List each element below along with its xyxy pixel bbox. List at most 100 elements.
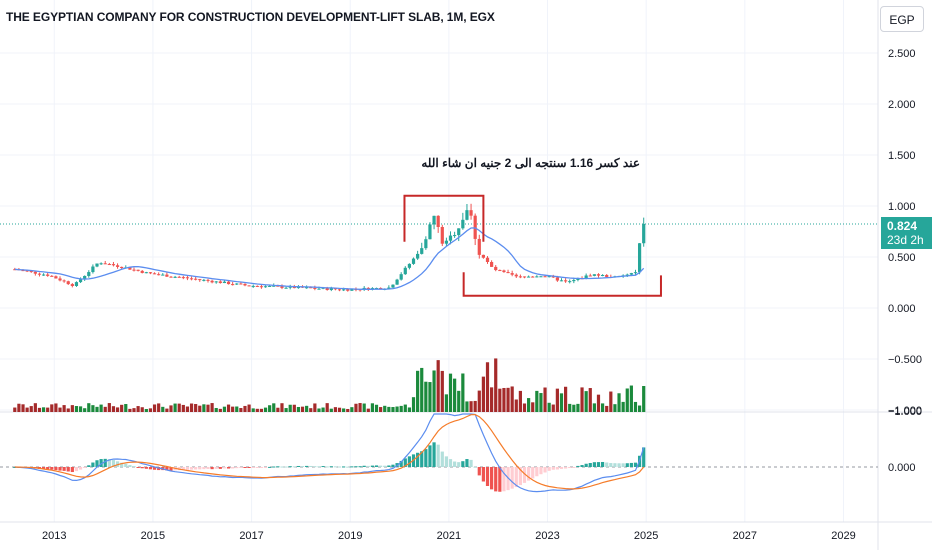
volume-bar (477, 390, 481, 412)
macd-histogram-bar (580, 465, 584, 467)
macd-histogram-bar (333, 466, 338, 468)
candle-body (103, 263, 107, 265)
volume-bar (473, 400, 477, 412)
trend-drawings[interactable] (403, 194, 662, 297)
candle-body (399, 274, 403, 280)
candle-body (272, 285, 276, 287)
volume-bar (502, 387, 506, 412)
macd-histogram-bar (280, 466, 284, 468)
volume-bar (379, 407, 383, 412)
volume-bar (633, 401, 638, 412)
macd-histogram-bar (206, 467, 210, 470)
candle-body (564, 280, 568, 282)
candle-body (214, 281, 218, 283)
price-tick-label: 1.500 (888, 150, 916, 162)
macd-histogram-bar (374, 465, 379, 467)
currency-button[interactable]: EGP (880, 6, 924, 32)
volume-bar (629, 385, 633, 412)
macd-histogram-bar (642, 447, 646, 467)
candle-body (329, 288, 333, 290)
volume-bar (255, 408, 259, 412)
candle-body (284, 287, 288, 289)
volume-bar (592, 403, 596, 412)
time-tick-label: 2013 (42, 530, 66, 542)
volume-bar (157, 403, 161, 412)
candle-body (555, 277, 559, 281)
volume-bar (169, 405, 173, 412)
candle-body (469, 210, 473, 216)
volume-bar (17, 403, 21, 412)
volume-bar (547, 402, 551, 412)
volume-bar (87, 403, 91, 412)
candle-body (87, 272, 91, 276)
volume-bar (555, 388, 559, 412)
volume-bar (226, 404, 231, 412)
candle-body (543, 276, 547, 278)
volume-bar (514, 399, 518, 412)
candle-body (350, 289, 354, 291)
macd-histogram-bar (465, 459, 469, 467)
macd-histogram-bar (379, 465, 383, 467)
volume-bar (185, 406, 190, 412)
volume-bar (485, 362, 490, 412)
macd-histogram-bar (263, 467, 268, 468)
candle-body (157, 274, 161, 276)
time-tick-label: 2025 (634, 530, 658, 542)
macd-histogram-bar (128, 465, 132, 467)
volume-bar (416, 370, 420, 412)
volume-bar (391, 407, 395, 412)
volume-bar (58, 407, 62, 412)
macd-histogram-bar (588, 463, 592, 467)
candle-body (78, 279, 83, 283)
candle-body (596, 274, 601, 276)
volume-bar (440, 370, 444, 412)
volume-bar (136, 406, 140, 412)
volume-bar (342, 408, 346, 412)
candle-body (140, 270, 144, 273)
last-price-badge: 0.824 23d 2h (881, 217, 932, 249)
candle-body (251, 285, 255, 287)
macd-histogram-bar (621, 463, 625, 467)
volume-bar (642, 386, 646, 412)
macd-histogram-bar (461, 461, 465, 467)
candles (13, 203, 646, 292)
last-price-countdown: 23d 2h (887, 233, 924, 247)
candle-body (600, 275, 605, 277)
macd-histogram-bar (436, 444, 440, 467)
ma-line (14, 227, 645, 290)
price-tick-label: 1.000 (888, 201, 916, 213)
candle-body (70, 284, 74, 286)
volume-bar (350, 407, 354, 412)
candle-body (21, 270, 25, 272)
macd-histogram-bar (469, 459, 473, 467)
macd-histogram-bar (124, 463, 128, 467)
signal-line (14, 413, 645, 490)
macd-histogram-bar (87, 465, 91, 467)
macd-histogram-bar (300, 466, 305, 468)
volume-bar (510, 386, 514, 412)
macd-histogram-bar (103, 458, 107, 467)
volume-bar (202, 404, 206, 412)
volume-bar (317, 408, 321, 412)
macd-histogram-bar (325, 466, 329, 468)
volume-bar (535, 390, 539, 412)
candle-body (551, 276, 555, 278)
macd-histogram-bar (239, 467, 243, 468)
volume-bar (214, 407, 218, 412)
volume-bar (305, 405, 309, 412)
volume-bar (600, 403, 605, 412)
volume-bar (99, 404, 103, 412)
candle-body (29, 271, 33, 273)
candle-body (453, 235, 457, 237)
candle-body (387, 287, 391, 289)
macd-histogram-bar (490, 467, 494, 490)
candle-body (247, 285, 251, 287)
volume-bar (564, 386, 568, 412)
volume-bar (95, 406, 99, 412)
candle-body (477, 238, 481, 255)
volume-bar (494, 358, 498, 412)
volume-bar (518, 390, 522, 412)
volume-bar (457, 390, 461, 412)
volume-bar (411, 397, 416, 412)
